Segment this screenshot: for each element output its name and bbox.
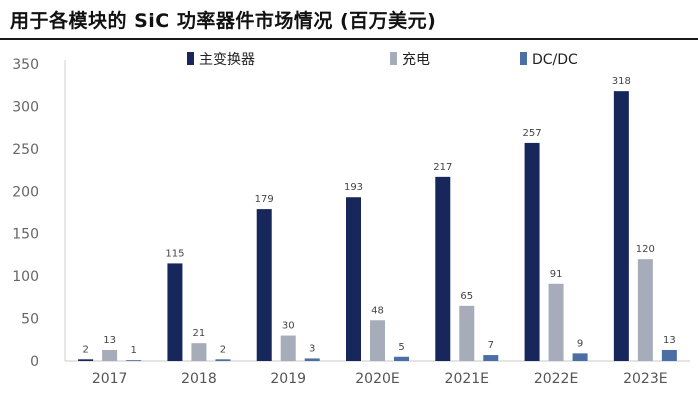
bar	[167, 263, 183, 361]
bar	[572, 353, 588, 361]
data-label: 1	[130, 345, 136, 356]
bar	[346, 197, 361, 361]
data-label: 13	[663, 335, 676, 346]
legend-label: DC/DC	[532, 52, 578, 68]
data-label: 257	[523, 128, 542, 139]
data-label: 2	[220, 344, 226, 355]
data-label: 65	[460, 291, 473, 302]
bar	[102, 349, 118, 361]
data-labels: 2 13 1 115 21 2 179 30 3 193 48 5 217 65 7 257 91 9 318 120…	[82, 76, 675, 356]
bar	[215, 359, 231, 361]
data-label: 179	[255, 194, 274, 205]
x-tick-label: 2018	[181, 371, 217, 387]
legend-label: 充电	[402, 52, 430, 68]
bar	[191, 343, 207, 361]
bar	[459, 305, 475, 361]
legend-label: 主变换器	[199, 51, 255, 68]
bar	[524, 142, 540, 361]
legend-swatch	[390, 52, 397, 65]
data-label: 115	[165, 248, 184, 259]
y-tick-label: 0	[30, 354, 39, 370]
bar	[483, 355, 499, 361]
bar	[256, 209, 272, 361]
data-label: 193	[344, 182, 363, 193]
bar	[126, 360, 142, 361]
legend: 主变换器 充电 DC/DC	[187, 51, 578, 68]
y-tick-label: 100	[12, 269, 39, 285]
legend-swatch	[187, 52, 194, 65]
bar	[435, 176, 451, 361]
data-label: 21	[193, 328, 206, 339]
y-tick-label: 350	[12, 57, 39, 73]
bars	[78, 91, 677, 361]
y-tick-label: 300	[12, 99, 39, 115]
chart-title: 用于各模块的 SiC 功率器件市场情况 (百万美元)	[10, 10, 437, 32]
data-label: 217	[433, 162, 452, 173]
y-axis: 0 50 100 150 200 250 300 350	[12, 57, 66, 370]
data-label: 48	[371, 305, 384, 316]
bar	[370, 320, 385, 361]
data-label: 91	[550, 269, 563, 280]
bar	[304, 358, 320, 361]
title-rule	[0, 38, 698, 40]
data-label: 9	[577, 338, 583, 349]
data-label: 2	[82, 344, 88, 355]
y-tick-label: 200	[12, 184, 39, 200]
x-tick-label: 2019	[270, 371, 306, 387]
data-label: 120	[636, 244, 655, 255]
data-label: 30	[282, 321, 295, 332]
bar	[661, 349, 677, 361]
bar	[78, 359, 94, 361]
x-axis: 2017 2018 2019 2020E 2021E 2022E 2023E	[65, 360, 690, 387]
y-tick-label: 150	[12, 227, 39, 243]
x-tick-label: 2017	[92, 371, 128, 387]
y-tick-label: 250	[12, 142, 39, 158]
x-tick-label: 2022E	[534, 371, 578, 387]
data-label: 3	[309, 343, 315, 354]
y-tick-label: 50	[21, 312, 39, 328]
bar	[613, 91, 629, 361]
data-label: 7	[488, 340, 494, 351]
data-label: 5	[398, 342, 404, 353]
legend-swatch	[520, 52, 527, 65]
x-tick-label: 2021E	[445, 371, 489, 387]
bar	[394, 356, 409, 361]
bar	[637, 259, 653, 361]
x-tick-label: 2020E	[355, 371, 399, 387]
bar	[548, 283, 564, 361]
x-tick-label: 2023E	[623, 371, 667, 387]
data-label: 318	[612, 76, 631, 87]
bar	[280, 335, 296, 361]
data-label: 13	[103, 335, 116, 346]
